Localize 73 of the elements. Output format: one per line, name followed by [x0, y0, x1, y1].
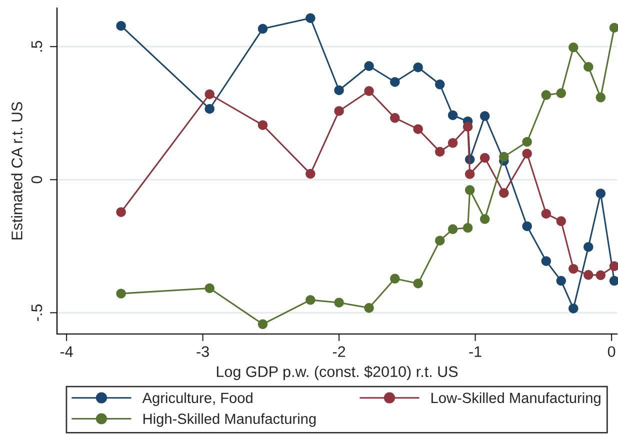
- point: [522, 221, 532, 232]
- point: [462, 222, 473, 233]
- point: [609, 22, 618, 33]
- point: [435, 146, 445, 157]
- point: [258, 24, 268, 34]
- point: [413, 278, 423, 288]
- x-tick-label: -1: [469, 346, 482, 357]
- point: [334, 298, 344, 308]
- point: [448, 224, 458, 234]
- point: [116, 288, 126, 298]
- point: [609, 276, 618, 286]
- point: [596, 92, 606, 102]
- point: [499, 188, 509, 198]
- point: [413, 62, 423, 72]
- x-tick-label: -4: [60, 346, 73, 357]
- point: [364, 61, 374, 71]
- point: [204, 283, 214, 294]
- point: [568, 264, 578, 274]
- point: [435, 236, 445, 246]
- point: [609, 261, 618, 271]
- y-tick-label: -.5: [32, 304, 42, 321]
- point: [568, 304, 578, 314]
- point: [116, 207, 126, 217]
- point: [556, 216, 566, 226]
- x-axis-title: Log GDP p.w. (const. $2010) r.t. US: [216, 366, 458, 380]
- point: [584, 62, 594, 72]
- point: [596, 270, 606, 280]
- point: [480, 214, 490, 224]
- point: [306, 295, 316, 305]
- point: [364, 86, 374, 96]
- point: [334, 106, 344, 116]
- point: [541, 208, 552, 219]
- point: [413, 124, 423, 134]
- legend-label: High-Skilled Manufacturing: [143, 413, 316, 427]
- point: [480, 152, 490, 163]
- point: [464, 169, 475, 179]
- point: [462, 122, 473, 132]
- x-tick-label: -3: [196, 346, 209, 358]
- point: [306, 168, 316, 179]
- x-tick-label: 0: [608, 346, 616, 358]
- point: [116, 20, 126, 31]
- point: [584, 242, 594, 252]
- point: [448, 110, 458, 120]
- point: [556, 276, 566, 286]
- point: [204, 104, 214, 114]
- x-tick-label: -2: [332, 346, 346, 357]
- point: [306, 13, 316, 23]
- point: [541, 90, 552, 100]
- y-axis-title: Estimated CA r.t. US: [11, 102, 22, 240]
- point: [390, 77, 400, 87]
- point: [522, 137, 532, 147]
- point: [204, 89, 214, 100]
- point: [258, 120, 268, 130]
- point: [522, 148, 532, 158]
- legend-label: Low-Skilled Manufacturing: [432, 392, 600, 406]
- point: [334, 85, 344, 96]
- point: [499, 152, 509, 162]
- point: [541, 256, 552, 266]
- point: [435, 80, 445, 90]
- point: [390, 274, 400, 284]
- legend-label: Agriculture, Food: [142, 392, 252, 406]
- point: [480, 111, 490, 121]
- point: [448, 138, 458, 148]
- point: [364, 303, 374, 313]
- point: [568, 42, 578, 52]
- y-tick-label: .5: [32, 40, 42, 52]
- point: [596, 188, 606, 198]
- point: [464, 185, 475, 195]
- point: [390, 113, 400, 123]
- y-tick-label: 0: [31, 176, 42, 184]
- point: [584, 270, 594, 280]
- point: [258, 319, 268, 330]
- point: [556, 88, 566, 98]
